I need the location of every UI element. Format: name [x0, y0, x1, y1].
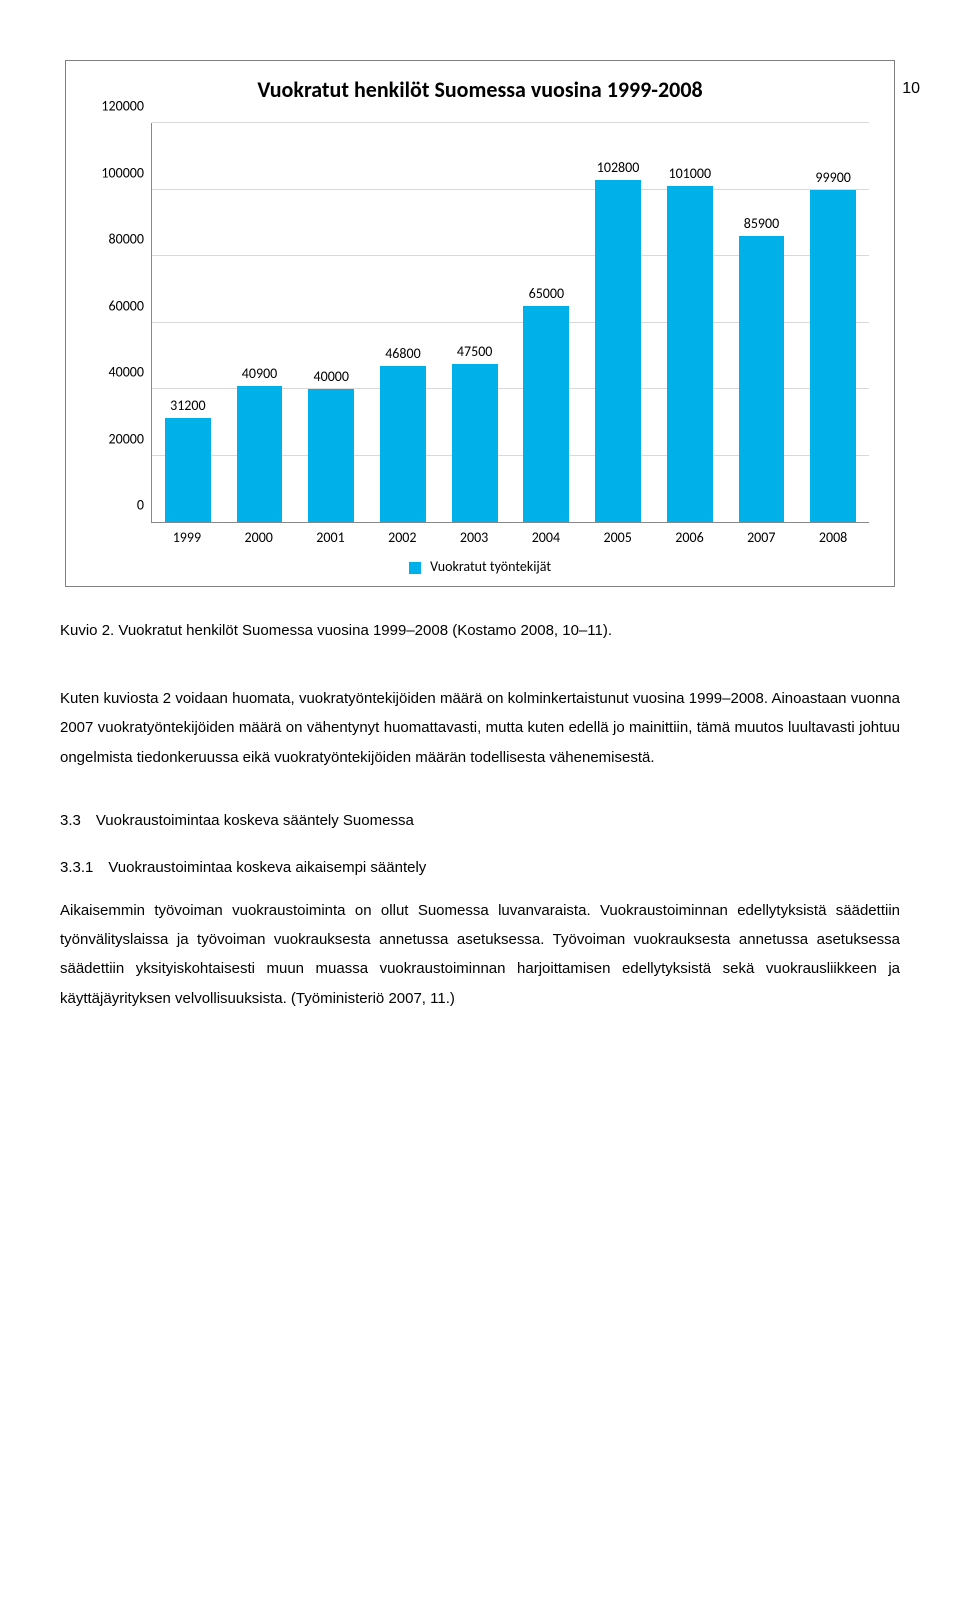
- chart-x-axis: 1999200020012002200320042005200620072008: [151, 529, 869, 546]
- chart-legend: Vuokratut työntekijät: [81, 558, 879, 575]
- bar: [452, 364, 498, 522]
- heading-3-3: 3.3 Vuokraustoimintaa koskeva sääntely S…: [60, 812, 900, 829]
- bar-wrap: 40000: [295, 123, 367, 522]
- x-tick-label: 2003: [438, 529, 510, 546]
- x-tick-label: 2001: [295, 529, 367, 546]
- bar: [165, 418, 211, 522]
- bar: [595, 180, 641, 522]
- bar-wrap: 47500: [439, 123, 511, 522]
- bar-wrap: 40900: [224, 123, 296, 522]
- bar-data-label: 46800: [385, 345, 420, 362]
- y-tick-label: 0: [137, 497, 144, 514]
- bar-wrap: 101000: [654, 123, 726, 522]
- paragraph-1: Kuten kuviosta 2 voidaan huomata, vuokra…: [60, 684, 900, 772]
- y-tick-label: 20000: [109, 430, 144, 447]
- x-tick-label: 2006: [654, 529, 726, 546]
- y-tick-label: 80000: [109, 231, 144, 248]
- bar-wrap: 102800: [582, 123, 654, 522]
- bar-wrap: 99900: [797, 123, 869, 522]
- bar-data-label: 40000: [314, 368, 349, 385]
- x-tick-label: 2008: [797, 529, 869, 546]
- bar-wrap: 85900: [726, 123, 798, 522]
- paragraph-2: Aikaisemmin työvoiman vuokraustoiminta o…: [60, 896, 900, 1013]
- bar-wrap: 31200: [152, 123, 224, 522]
- y-tick-label: 120000: [101, 98, 144, 115]
- y-tick-label: 60000: [109, 297, 144, 314]
- x-tick-label: 1999: [151, 529, 223, 546]
- bar-data-label: 31200: [170, 397, 205, 414]
- bar: [308, 389, 354, 522]
- bar-data-label: 99900: [815, 169, 850, 186]
- legend-swatch: [409, 562, 421, 574]
- bar: [523, 306, 569, 522]
- page-number: 10: [902, 80, 920, 98]
- bar-wrap: 46800: [367, 123, 439, 522]
- chart-plot-area: 0200004000060000800001000001200003120040…: [151, 123, 869, 523]
- bar-data-label: 47500: [457, 343, 492, 360]
- heading-3-3-1: 3.3.1 Vuokraustoimintaa koskeva aikaisem…: [60, 859, 900, 876]
- x-tick-label: 2004: [510, 529, 582, 546]
- legend-label: Vuokratut työntekijät: [430, 558, 551, 575]
- bar-data-label: 85900: [744, 215, 779, 232]
- chart-container: Vuokratut henkilöt Suomessa vuosina 1999…: [65, 60, 895, 587]
- bar-data-label: 65000: [529, 285, 564, 302]
- x-tick-label: 2005: [582, 529, 654, 546]
- x-tick-label: 2007: [725, 529, 797, 546]
- y-tick-label: 40000: [109, 364, 144, 381]
- bar: [237, 386, 283, 522]
- chart-title: Vuokratut henkilöt Suomessa vuosina 1999…: [81, 76, 879, 103]
- bar: [739, 236, 785, 522]
- bar: [667, 186, 713, 522]
- bar-data-label: 101000: [668, 165, 711, 182]
- bar: [810, 190, 856, 522]
- y-tick-label: 100000: [101, 164, 144, 181]
- figure-caption: Kuvio 2. Vuokratut henkilöt Suomessa vuo…: [60, 617, 900, 644]
- bar-data-label: 40900: [242, 365, 277, 382]
- bars-group: 31200 40900 40000 46800 47500 65000 102800 1010…: [152, 123, 869, 522]
- bar: [380, 366, 426, 522]
- x-tick-label: 2002: [366, 529, 438, 546]
- bar-wrap: 65000: [511, 123, 583, 522]
- bar-data-label: 102800: [597, 159, 640, 176]
- x-tick-label: 2000: [223, 529, 295, 546]
